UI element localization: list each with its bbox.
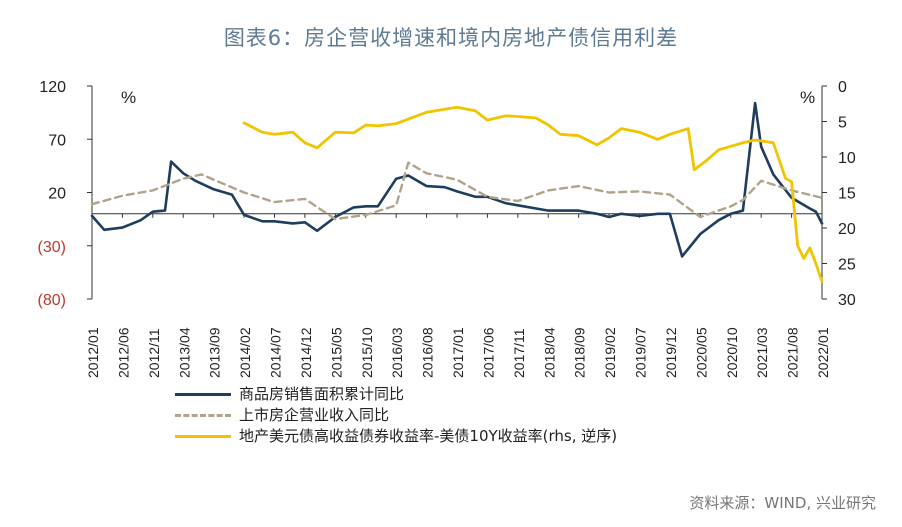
x-tick-label: 2014/07 xyxy=(268,327,284,378)
x-tick-label: 2013/09 xyxy=(207,327,223,378)
y-right-tick-label: 30 xyxy=(838,292,856,309)
x-tick-label: 2014/02 xyxy=(237,327,253,378)
x-tick-label: 2019/12 xyxy=(663,327,679,378)
x-tick-label: 2021/08 xyxy=(785,327,801,378)
series-line-spread xyxy=(242,105,824,283)
y-right-tick-label: 25 xyxy=(838,257,856,274)
x-tick-label: 2012/01 xyxy=(85,327,101,378)
x-tick-label: 2015/10 xyxy=(359,327,375,378)
y-right-tick-label: 5 xyxy=(838,115,847,132)
x-tick-label: 2013/04 xyxy=(176,327,192,378)
y-left-unit: % xyxy=(121,88,136,107)
x-tick-label: 2012/06 xyxy=(115,327,131,378)
x-tick-label: 2016/08 xyxy=(420,327,436,378)
legend-label-spread: 地产美元债高收益债券收益率-美债10Y收益率(rhs, 逆序) xyxy=(239,427,618,445)
y-left-tick-label: (80) xyxy=(38,292,66,309)
x-tick-label: 2019/07 xyxy=(633,327,649,378)
source-note: 资料来源：WIND, 兴业研究 xyxy=(689,494,876,512)
x-tick-label: 2020/05 xyxy=(693,327,709,378)
x-tick-label: 2012/11 xyxy=(146,328,162,378)
x-tick-label: 2021/03 xyxy=(754,327,770,378)
legend-label-sales: 商品房销售面积累计同比 xyxy=(239,385,405,403)
legend-item-sales: 商品房销售面积累计同比 xyxy=(175,383,404,404)
x-tick-label: 2017/11 xyxy=(511,328,527,378)
x-tick-label: 2014/12 xyxy=(298,327,314,378)
y-right-tick-label: 20 xyxy=(838,221,856,238)
legend-label-revenue: 上市房企营业收入同比 xyxy=(239,406,390,424)
x-tick-label: 2019/02 xyxy=(602,327,618,378)
y-right-tick-label: 0 xyxy=(838,79,847,96)
x-tick-label: 2017/01 xyxy=(450,327,466,378)
y-left-tick-label: 70 xyxy=(48,132,66,149)
x-tick-label: 2018/04 xyxy=(541,327,557,378)
series-line-sales xyxy=(90,101,824,258)
y-right-tick-label: 10 xyxy=(838,150,856,167)
x-tick-label: 2018/09 xyxy=(572,327,588,378)
legend-swatch-revenue xyxy=(175,414,231,417)
y-left-tick-label: 20 xyxy=(48,186,66,203)
legend-swatch-sales xyxy=(175,393,231,396)
y-right-tick-label: 15 xyxy=(838,186,856,203)
legend-item-spread: 地产美元债高收益债券收益率-美债10Y收益率(rhs, 逆序) xyxy=(175,425,617,446)
y-left-tick-label: 120 xyxy=(39,79,66,96)
legend-item-revenue: 上市房企营业收入同比 xyxy=(175,404,389,425)
y-right-unit: % xyxy=(800,88,815,107)
legend-swatch-spread xyxy=(175,435,231,438)
chart-title: 图表6：房企营收增速和境内房地产债信用利差 xyxy=(223,26,679,50)
x-tick-label: 2015/05 xyxy=(328,327,344,378)
x-tick-label: 2017/06 xyxy=(480,327,496,378)
x-tick-label: 2020/10 xyxy=(724,327,740,378)
x-tick-label: 2022/01 xyxy=(815,327,831,378)
series-line-revenue xyxy=(90,161,824,221)
x-tick-label: 2016/03 xyxy=(389,327,405,378)
y-left-tick-label: (30) xyxy=(38,239,66,256)
